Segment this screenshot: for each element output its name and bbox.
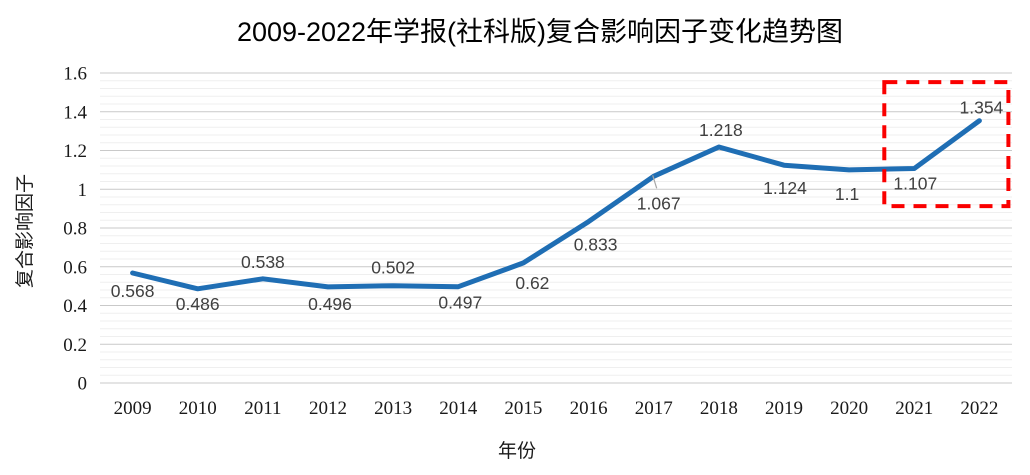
label-leader-line: [652, 175, 658, 189]
series-line-group: [130, 118, 982, 292]
data-label: 1.067: [637, 193, 681, 213]
data-label: 0.486: [176, 294, 220, 314]
y-tick-label: 0: [78, 374, 88, 395]
chart-title: 2009-2022年学报(社科版)复合影响因子变化趋势图: [237, 17, 843, 47]
x-tick-label: 2017: [635, 398, 673, 419]
x-tick-label: 2010: [179, 398, 217, 419]
y-axis-tick-labels: 0 0.2 0.4 0.6 0.8 1 1.2 1.4 1.6: [63, 64, 87, 395]
x-tick-label: 2019: [765, 398, 803, 419]
x-tick-label: 2012: [309, 398, 347, 419]
trend-line: [130, 118, 982, 292]
x-tick-label: 2022: [960, 398, 998, 419]
data-label: 0.538: [241, 252, 285, 272]
data-label: 0.497: [438, 293, 482, 313]
major-gridlines: [100, 72, 1012, 384]
x-axis-tick-labels: 2009 2010 2011 2012 2013 2014 2015 2016 2017 2018…: [114, 398, 999, 419]
y-tick-label: 1.6: [63, 64, 87, 85]
data-label: 1.1: [835, 184, 859, 204]
minor-gridlines: [100, 80, 1012, 376]
data-label: 1.107: [893, 174, 937, 194]
y-tick-label: 0.6: [63, 257, 87, 278]
y-tick-label: 0.4: [63, 296, 87, 317]
x-tick-label: 2016: [570, 398, 608, 419]
y-tick-label: 0.2: [63, 335, 87, 356]
data-label: 0.496: [308, 294, 352, 314]
data-labels-group: 0.568 0.486 0.538 0.496 0.502 0.497 0.62 0.833 1…: [111, 98, 1004, 314]
x-tick-label: 2013: [374, 398, 412, 419]
label-leader-lines: [652, 175, 658, 189]
x-tick-label: 2020: [830, 398, 868, 419]
highlight-box: [882, 80, 1011, 209]
data-label: 1.218: [699, 120, 743, 140]
x-tick-label: 2015: [504, 398, 542, 419]
y-tick-label: 0.8: [63, 219, 87, 240]
data-label: 1.354: [960, 98, 1004, 118]
y-tick-label: 1.2: [63, 141, 87, 162]
data-label: 0.568: [111, 281, 155, 301]
x-axis-title: 年份: [498, 440, 536, 462]
data-label: 0.62: [515, 273, 549, 293]
x-tick-label: 2014: [439, 398, 478, 419]
highlight-annotation-group: [882, 80, 1011, 209]
x-tick-label: 2021: [895, 398, 933, 419]
x-tick-label: 2011: [244, 398, 281, 419]
x-tick-label: 2009: [114, 398, 152, 419]
data-label: 0.833: [574, 235, 618, 255]
y-axis-title: 复合影响因子: [14, 174, 36, 288]
y-tick-label: 1: [78, 180, 88, 201]
y-tick-label: 1.4: [63, 102, 87, 123]
data-label: 0.502: [371, 258, 415, 278]
x-tick-label: 2018: [700, 398, 738, 419]
data-label: 1.124: [763, 178, 807, 198]
